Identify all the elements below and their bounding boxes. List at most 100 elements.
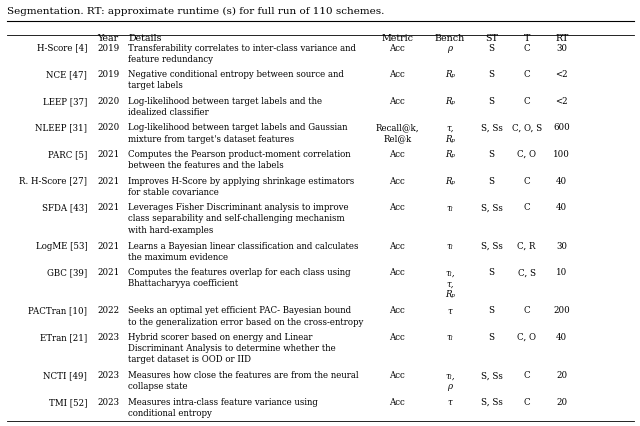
Text: C: C xyxy=(524,371,530,380)
Text: LEEP [37]: LEEP [37] xyxy=(43,97,87,106)
Text: S: S xyxy=(488,43,495,52)
Text: C, O, S: C, O, S xyxy=(511,123,541,132)
Text: 2020: 2020 xyxy=(97,97,119,106)
Text: PACTran [10]: PACTran [10] xyxy=(28,306,87,315)
Text: Details: Details xyxy=(129,34,163,43)
Text: 2022: 2022 xyxy=(97,306,119,315)
Text: C: C xyxy=(524,397,530,406)
Text: T: T xyxy=(524,34,530,43)
Text: Acc: Acc xyxy=(389,332,405,341)
Text: Rₚ: Rₚ xyxy=(445,176,455,185)
Text: τₗ: τₗ xyxy=(447,203,453,212)
Text: Negative conditional entropy between source and
target labels: Negative conditional entropy between sou… xyxy=(127,70,344,90)
Text: S: S xyxy=(488,150,495,159)
Text: τₗ,
ρ: τₗ, ρ xyxy=(445,371,455,391)
Text: C: C xyxy=(524,70,530,79)
Text: 30: 30 xyxy=(556,43,567,52)
Text: S, Ss: S, Ss xyxy=(481,203,502,212)
Text: 100: 100 xyxy=(554,150,570,159)
Text: C: C xyxy=(524,176,530,185)
Text: NCE [47]: NCE [47] xyxy=(47,70,87,79)
Text: TMI [52]: TMI [52] xyxy=(49,397,87,406)
Text: S: S xyxy=(488,70,495,79)
Text: Acc: Acc xyxy=(389,371,405,380)
Text: C, O: C, O xyxy=(517,332,536,341)
Text: 10: 10 xyxy=(556,268,567,276)
Text: ETran [21]: ETran [21] xyxy=(40,332,87,341)
Text: H-Score [4]: H-Score [4] xyxy=(36,43,87,52)
Text: 2023: 2023 xyxy=(97,332,119,341)
Text: S: S xyxy=(488,268,495,276)
Text: Measures intra-class feature variance using
conditional entropy: Measures intra-class feature variance us… xyxy=(127,397,317,417)
Text: Computes the features overlap for each class using
Bhattacharyya coefficient: Computes the features overlap for each c… xyxy=(127,268,350,288)
Text: PARC [5]: PARC [5] xyxy=(48,150,87,159)
Text: S: S xyxy=(488,332,495,341)
Text: Improves H-Score by applying shrinkage estimators
for stable covariance: Improves H-Score by applying shrinkage e… xyxy=(127,176,354,196)
Text: 2021: 2021 xyxy=(97,176,119,185)
Text: Year: Year xyxy=(97,34,118,43)
Text: Hybrid scorer based on energy and Linear
Discriminant Analysis to determine whet: Hybrid scorer based on energy and Linear… xyxy=(127,332,335,363)
Text: ΝLEEP [31]: ΝLEEP [31] xyxy=(35,123,87,132)
Text: Metric: Metric xyxy=(381,34,413,43)
Text: Acc: Acc xyxy=(389,397,405,406)
Text: Log-likelihood between target labels and Gaussian
mixture from target's dataset : Log-likelihood between target labels and… xyxy=(127,123,347,143)
Text: ST: ST xyxy=(485,34,498,43)
Text: 2020: 2020 xyxy=(97,123,119,132)
Text: S, Ss: S, Ss xyxy=(481,371,502,380)
Text: Rₚ: Rₚ xyxy=(445,70,455,79)
Text: Acc: Acc xyxy=(389,203,405,212)
Text: 2023: 2023 xyxy=(97,397,119,406)
Text: S, Ss: S, Ss xyxy=(481,123,502,132)
Text: C: C xyxy=(524,43,530,52)
Text: 2021: 2021 xyxy=(97,150,119,159)
Text: 20: 20 xyxy=(556,371,567,380)
Text: Rₚ: Rₚ xyxy=(445,97,455,106)
Text: GBC [39]: GBC [39] xyxy=(47,268,87,276)
Text: τ,
Rₚ: τ, Rₚ xyxy=(445,123,455,143)
Text: τ: τ xyxy=(447,306,452,315)
Text: 40: 40 xyxy=(556,176,567,185)
Text: τₗ,
τ,
Rₚ: τₗ, τ, Rₚ xyxy=(445,268,455,299)
Text: Acc: Acc xyxy=(389,150,405,159)
Text: Log-likelihood between target labels and the
idealized classifier: Log-likelihood between target labels and… xyxy=(127,97,322,117)
Text: 40: 40 xyxy=(556,203,567,212)
Text: S: S xyxy=(488,176,495,185)
Text: Recall@k,
Rel@k: Recall@k, Rel@k xyxy=(376,123,419,143)
Text: 2021: 2021 xyxy=(97,241,119,250)
Text: 30: 30 xyxy=(556,241,567,250)
Text: 2021: 2021 xyxy=(97,203,119,212)
Text: 2023: 2023 xyxy=(97,371,119,380)
Text: ρ: ρ xyxy=(447,43,452,52)
Text: LogME [53]: LogME [53] xyxy=(36,241,87,250)
Text: τₗ: τₗ xyxy=(447,241,453,250)
Text: Computes the Pearson product-moment correlation
between the features and the lab: Computes the Pearson product-moment corr… xyxy=(127,150,350,170)
Text: C: C xyxy=(524,306,530,315)
Text: Measures how close the features are from the neural
collapse state: Measures how close the features are from… xyxy=(127,371,358,391)
Text: Acc: Acc xyxy=(389,43,405,52)
Text: NCTI [49]: NCTI [49] xyxy=(44,371,87,380)
Text: Learns a Bayesian linear classification and calculates
the maximum evidence: Learns a Bayesian linear classification … xyxy=(127,241,358,261)
Text: <2: <2 xyxy=(556,70,568,79)
Text: 2019: 2019 xyxy=(97,70,119,79)
Text: S: S xyxy=(488,97,495,106)
Text: 200: 200 xyxy=(554,306,570,315)
Text: RT: RT xyxy=(555,34,568,43)
Text: S, Ss: S, Ss xyxy=(481,397,502,406)
Text: Acc: Acc xyxy=(389,306,405,315)
Text: Acc: Acc xyxy=(389,97,405,106)
Text: Bench: Bench xyxy=(435,34,465,43)
Text: 2019: 2019 xyxy=(97,43,119,52)
Text: Acc: Acc xyxy=(389,176,405,185)
Text: 20: 20 xyxy=(556,397,567,406)
Text: C, O: C, O xyxy=(517,150,536,159)
Text: Transferability correlates to inter-class variance and
feature redundancy: Transferability correlates to inter-clas… xyxy=(127,43,356,63)
Text: τ: τ xyxy=(447,397,452,406)
Text: Seeks an optimal yet efficient PAC- Bayesian bound
to the generalization error b: Seeks an optimal yet efficient PAC- Baye… xyxy=(127,306,363,326)
Text: Rₚ: Rₚ xyxy=(445,150,455,159)
Text: 40: 40 xyxy=(556,332,567,341)
Text: Acc: Acc xyxy=(389,241,405,250)
Text: S: S xyxy=(488,306,495,315)
Text: C, S: C, S xyxy=(518,268,536,276)
Text: SFDA [43]: SFDA [43] xyxy=(42,203,87,212)
Text: Acc: Acc xyxy=(389,268,405,276)
